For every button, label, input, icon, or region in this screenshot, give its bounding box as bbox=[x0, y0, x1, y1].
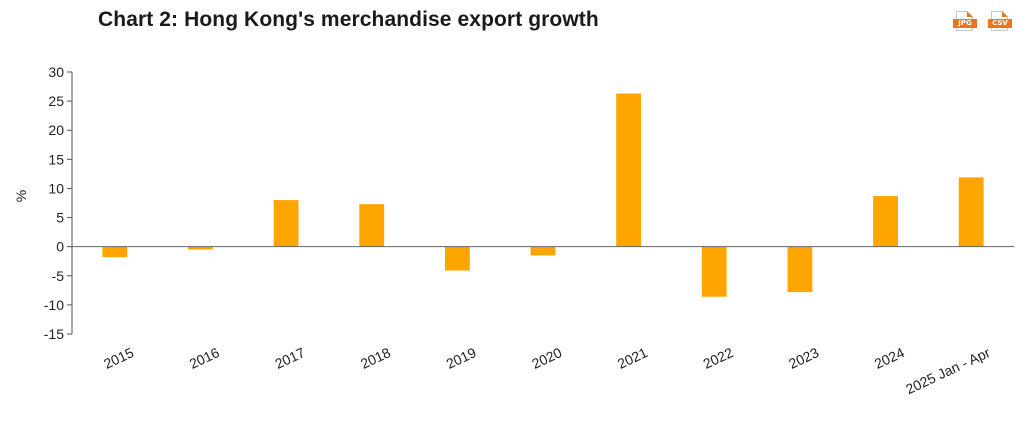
y-axis-title: % bbox=[13, 190, 29, 202]
y-tick-label: 30 bbox=[48, 64, 64, 80]
bar-2021[interactable] bbox=[616, 93, 642, 247]
bar-2023[interactable] bbox=[787, 246, 813, 293]
y-axis: -15 -10 -5 0 5 10 15 20 25 30 bbox=[44, 64, 73, 342]
y-tick-label: 0 bbox=[56, 239, 64, 255]
download-jpg-label: JPG bbox=[953, 19, 977, 28]
y-tick-label: -10 bbox=[44, 297, 64, 313]
x-tick-label: 2024 bbox=[872, 344, 907, 372]
x-tick-label: 2021 bbox=[615, 344, 650, 372]
bars bbox=[102, 93, 984, 297]
x-tick-label: 2017 bbox=[272, 344, 307, 372]
x-tick-label: 2018 bbox=[358, 344, 393, 372]
bar-2019[interactable] bbox=[444, 246, 470, 271]
bar-2022[interactable] bbox=[701, 246, 727, 297]
y-tick-label: 25 bbox=[48, 93, 64, 109]
x-tick-label: 2020 bbox=[529, 344, 564, 372]
download-csv-button[interactable]: CSV bbox=[988, 11, 1012, 33]
chart-title: Chart 2: Hong Kong's merchandise export … bbox=[98, 8, 599, 31]
bar-2020[interactable] bbox=[530, 246, 556, 256]
bar-2015[interactable] bbox=[102, 246, 128, 258]
bar-2017[interactable] bbox=[273, 200, 299, 247]
y-tick-label: -5 bbox=[52, 268, 65, 284]
bar-2018[interactable] bbox=[359, 204, 385, 247]
y-tick-label: 5 bbox=[56, 210, 64, 226]
bar-2024[interactable] bbox=[873, 196, 898, 247]
y-tick-label: 10 bbox=[48, 180, 64, 196]
x-axis-labels: 2015 2016 2017 2018 2019 2020 2021 2022 2023 2024… bbox=[101, 344, 993, 397]
x-tick-label: 2019 bbox=[444, 344, 479, 372]
y-tick-label: -15 bbox=[44, 326, 64, 342]
x-tick-label: 2016 bbox=[187, 344, 222, 372]
bar-2025-jan---apr[interactable] bbox=[958, 177, 984, 247]
download-jpg-button[interactable]: JPG bbox=[953, 11, 977, 33]
bar-2016[interactable] bbox=[188, 246, 213, 250]
x-tick-label: 2022 bbox=[701, 344, 736, 372]
y-tick-label: 15 bbox=[48, 151, 64, 167]
x-tick-label: 2025 Jan - Apr bbox=[903, 344, 993, 397]
x-tick-label: 2015 bbox=[101, 344, 136, 372]
x-tick-label: 2023 bbox=[786, 344, 821, 372]
download-csv-label: CSV bbox=[988, 19, 1012, 28]
y-tick-label: 20 bbox=[48, 122, 64, 138]
